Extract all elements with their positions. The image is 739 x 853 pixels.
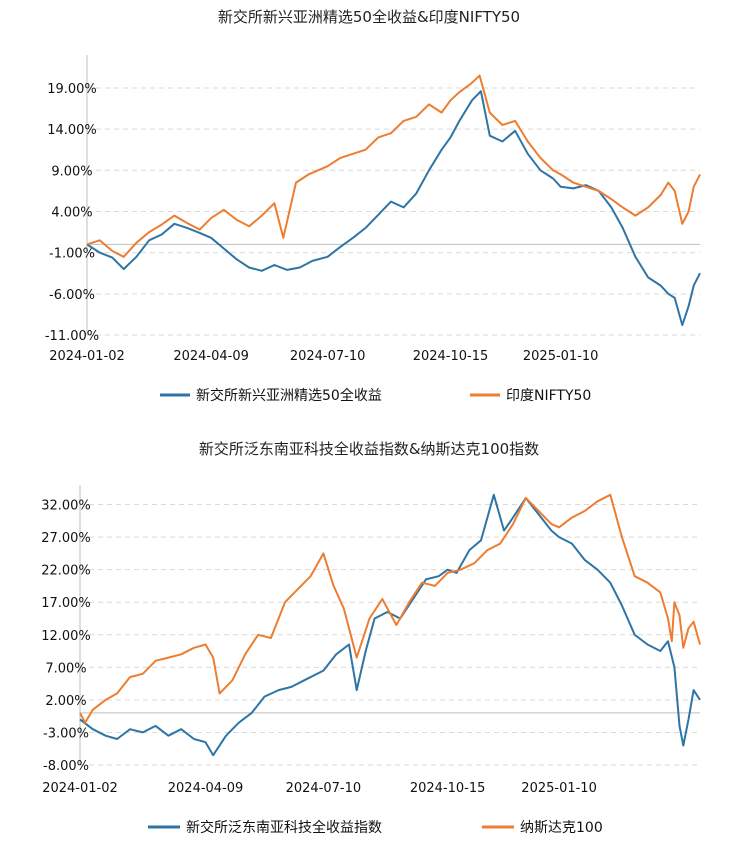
chart-2-y-ticks: 32.00% 27.00% 22.00% 17.00% 12.00% 7.00% 2.00%… xyxy=(41,499,91,774)
chart-1-x-tick-label: 2024-07-10 xyxy=(290,349,366,364)
chart-1-series xyxy=(86,74,701,327)
chart-1-legend-label-0: 新交所新兴亚洲精选50全收益 xyxy=(196,387,382,404)
chart-2-legend-label-1: 纳斯达克100 xyxy=(520,820,603,836)
chart-2-y-tick-label: 17.00% xyxy=(41,596,91,611)
chart-2-x-ticks: 2024-01-02 2024-04-09 2024-07-10 2024-10-15… xyxy=(42,781,597,796)
chart-2-y-tick-label: 32.00% xyxy=(41,499,91,514)
chart-1-x-tick-label: 2024-04-09 xyxy=(173,349,249,364)
chart-2-y-tick-label: 7.00% xyxy=(45,661,86,676)
chart-1-grid xyxy=(87,87,700,336)
chart-1-series-line-1 xyxy=(86,74,701,258)
chart-2-series-line-0 xyxy=(79,493,701,757)
chart-1-y-tick-label: 19.00% xyxy=(47,82,97,97)
chart-2-y-tick-label: 27.00% xyxy=(41,531,91,546)
chart-2-x-tick-label: 2024-04-09 xyxy=(168,781,244,796)
chart-1-x-tick-label: 2025-01-10 xyxy=(523,349,599,364)
chart-1-y-tick-label: -11.00% xyxy=(45,329,99,344)
chart-2-title: 新交所泛东南亚科技全收益指数&纳斯达克100指数 xyxy=(199,440,539,458)
chart-1-legend-label-1: 印度NIFTY50 xyxy=(506,388,591,404)
chart-1-y-tick-label: 9.00% xyxy=(51,164,92,179)
chart-1-y-tick-label: -6.00% xyxy=(49,288,95,303)
chart-2-grid xyxy=(80,504,700,766)
chart-2-y-tick-label: 2.00% xyxy=(45,694,86,709)
chart-1-x-ticks: 2024-01-02 2024-04-09 2024-07-10 2024-10-15… xyxy=(49,349,598,364)
chart-1-legend: 新交所新兴亚洲精选50全收益 印度NIFTY50 xyxy=(160,387,591,404)
chart-1-y-tick-label: 4.00% xyxy=(51,205,92,220)
chart-1-x-tick-label: 2024-10-15 xyxy=(413,349,489,364)
chart-2-legend: 新交所泛东南亚科技全收益指数 纳斯达克100 xyxy=(148,819,603,836)
chart-2-series xyxy=(79,493,701,757)
chart-2-x-tick-label: 2024-07-10 xyxy=(286,781,362,796)
chart-2-series-line-1 xyxy=(79,493,701,724)
chart-2-y-tick-label: 22.00% xyxy=(41,564,91,579)
chart-1-title: 新交所新兴亚洲精选50全收益&印度NIFTY50 xyxy=(218,8,520,26)
chart-2-x-tick-label: 2024-01-02 xyxy=(42,781,118,796)
chart-1-x-tick-label: 2024-01-02 xyxy=(49,349,125,364)
chart-2-legend-label-0: 新交所泛东南亚科技全收益指数 xyxy=(186,819,382,836)
chart-1-y-ticks: 19.00% 14.00% 9.00% 4.00% -1.00% -6.00% -11.00… xyxy=(45,82,99,344)
chart-2-y-tick-label: -3.00% xyxy=(43,726,89,741)
chart-1: 新交所新兴亚洲精选50全收益&印度NIFTY50 19.00% 14.00% 9.0… xyxy=(45,8,701,404)
chart-1-series-line-0 xyxy=(86,90,701,327)
chart-2-x-tick-label: 2025-01-10 xyxy=(521,781,597,796)
chart-2: 新交所泛东南亚科技全收益指数&纳斯达克100指数 32.00% 27.00% 22.… xyxy=(41,440,701,836)
chart-2-y-tick-label: 12.00% xyxy=(41,629,91,644)
chart-2-y-tick-label: -8.00% xyxy=(43,759,89,774)
chart-1-y-tick-label: -1.00% xyxy=(49,247,95,262)
chart-2-x-tick-label: 2024-10-15 xyxy=(410,781,486,796)
chart-1-y-tick-label: 14.00% xyxy=(47,123,97,138)
